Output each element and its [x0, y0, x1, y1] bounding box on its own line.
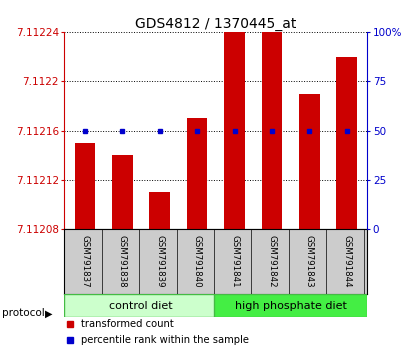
Bar: [224, 0, 245, 229]
Bar: [75, 143, 95, 229]
Bar: [214, 294, 367, 318]
Text: protocol: protocol: [2, 308, 45, 318]
Title: GDS4812 / 1370445_at: GDS4812 / 1370445_at: [135, 17, 296, 31]
Bar: [64, 294, 218, 318]
Text: GSM791840: GSM791840: [193, 235, 202, 288]
Bar: [187, 118, 208, 229]
Bar: [337, 57, 357, 229]
Text: high phosphate diet: high phosphate diet: [234, 301, 347, 311]
Text: GSM791837: GSM791837: [81, 235, 89, 288]
Text: percentile rank within the sample: percentile rank within the sample: [81, 335, 249, 345]
Text: GSM791841: GSM791841: [230, 235, 239, 288]
Text: ▶: ▶: [45, 308, 53, 318]
Bar: [261, 0, 282, 229]
Bar: [299, 93, 320, 229]
Text: GSM791839: GSM791839: [155, 235, 164, 288]
Text: GSM791842: GSM791842: [267, 235, 276, 288]
Text: GSM791838: GSM791838: [118, 235, 127, 288]
Text: GSM791843: GSM791843: [305, 235, 314, 288]
Text: transformed count: transformed count: [81, 319, 174, 329]
Text: GSM791844: GSM791844: [342, 235, 351, 288]
Bar: [112, 155, 132, 229]
Text: control diet: control diet: [109, 301, 173, 311]
Bar: [149, 192, 170, 229]
